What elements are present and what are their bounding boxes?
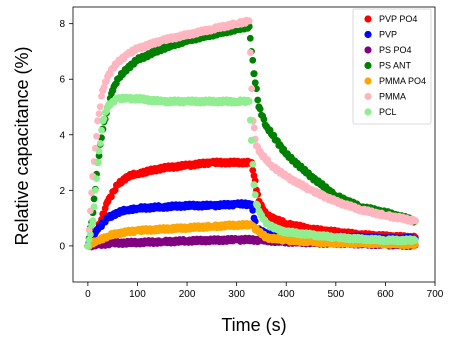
data-marker <box>100 115 108 123</box>
x-axis-title: Time (s) <box>221 315 286 335</box>
legend-marker <box>364 61 372 70</box>
legend-marker <box>364 77 372 85</box>
data-marker <box>249 160 257 168</box>
data-marker <box>93 175 100 183</box>
data-marker <box>244 24 252 32</box>
data-marker <box>108 193 115 201</box>
data-marker <box>90 203 98 211</box>
data-marker <box>251 79 259 87</box>
data-marker <box>249 166 257 174</box>
y-axis-ticks: 0 2 4 6 8 <box>59 19 73 252</box>
data-marker <box>112 80 120 87</box>
data-marker <box>254 201 262 209</box>
data-point <box>94 158 102 167</box>
legend-label: PVP <box>379 30 397 40</box>
x-tick-label: 200 <box>179 289 196 300</box>
data-marker <box>108 90 115 97</box>
x-tick-label: 600 <box>377 289 394 300</box>
legend-marker <box>364 46 372 54</box>
data-marker <box>244 96 252 104</box>
x-tick-label: 500 <box>327 289 344 300</box>
data-marker <box>86 231 94 238</box>
data-point <box>250 70 258 78</box>
x-tick-label: 300 <box>228 289 245 300</box>
data-marker <box>246 34 254 42</box>
data-marker <box>248 85 256 93</box>
data-marker <box>246 49 254 56</box>
legend: PVP PO4 PVP PS PO4 PS ANT PMMA PO4 PMMA PCL <box>352 8 432 125</box>
x-tick-label: 400 <box>278 289 295 300</box>
data-marker <box>96 139 104 147</box>
legend-marker <box>364 108 372 116</box>
data-marker <box>246 116 254 124</box>
data-point <box>84 242 92 250</box>
series-pcl <box>84 93 419 250</box>
legend-label: PS ANT <box>379 61 412 71</box>
plot-frame <box>72 6 436 283</box>
legend-label: PS PO4 <box>379 45 412 55</box>
series-layer <box>84 16 419 251</box>
legend-box <box>352 8 432 125</box>
data-marker <box>96 103 104 111</box>
legend-label: PVP PO4 <box>379 14 417 24</box>
data-point <box>250 181 258 189</box>
data-marker <box>103 78 110 85</box>
data-marker <box>251 191 259 199</box>
legend-marker <box>364 15 372 23</box>
data-marker <box>85 236 93 244</box>
data-marker <box>98 92 105 100</box>
data-marker <box>244 17 252 25</box>
data-marker <box>249 56 257 64</box>
data-marker <box>260 115 268 123</box>
data-marker <box>256 105 264 113</box>
data-marker <box>410 217 418 224</box>
x-tick-label: 100 <box>129 289 146 300</box>
data-marker <box>90 195 98 203</box>
data-marker <box>88 222 95 229</box>
y-tick-label: 6 <box>59 75 65 86</box>
y-tick-label: 2 <box>59 186 65 197</box>
data-marker <box>91 186 99 194</box>
data-point <box>247 136 256 144</box>
data-marker <box>250 124 258 132</box>
data-point <box>94 117 102 125</box>
legend-marker <box>364 92 372 101</box>
data-marker <box>93 132 100 140</box>
data-marker <box>410 235 418 243</box>
legend-label: PMMA PO4 <box>379 76 426 86</box>
legend-label: PCL <box>379 107 397 117</box>
y-tick-label: 8 <box>59 19 65 30</box>
series-pmma-po4 <box>84 220 419 251</box>
data-marker <box>249 206 257 214</box>
x-tick-label: 700 <box>427 289 444 300</box>
legend-label: PMMA <box>379 92 406 102</box>
data-marker <box>254 96 262 104</box>
data-marker <box>98 126 105 134</box>
data-marker <box>100 83 108 91</box>
x-axis-ticks: 0 100 200 300 400 500 600 700 <box>85 282 444 300</box>
data-marker <box>95 110 103 117</box>
data-marker <box>103 200 110 208</box>
data-marker <box>103 107 110 115</box>
legend-marker <box>364 30 372 39</box>
data-marker <box>95 152 103 160</box>
y-tick-label: 0 <box>59 241 65 252</box>
data-marker <box>256 209 264 217</box>
y-tick-label: 4 <box>59 130 65 141</box>
data-marker <box>95 147 103 155</box>
x-tick-label: 0 <box>85 289 91 300</box>
y-axis-title: Relative capacitance (%) <box>12 46 32 245</box>
data-marker <box>253 85 260 93</box>
